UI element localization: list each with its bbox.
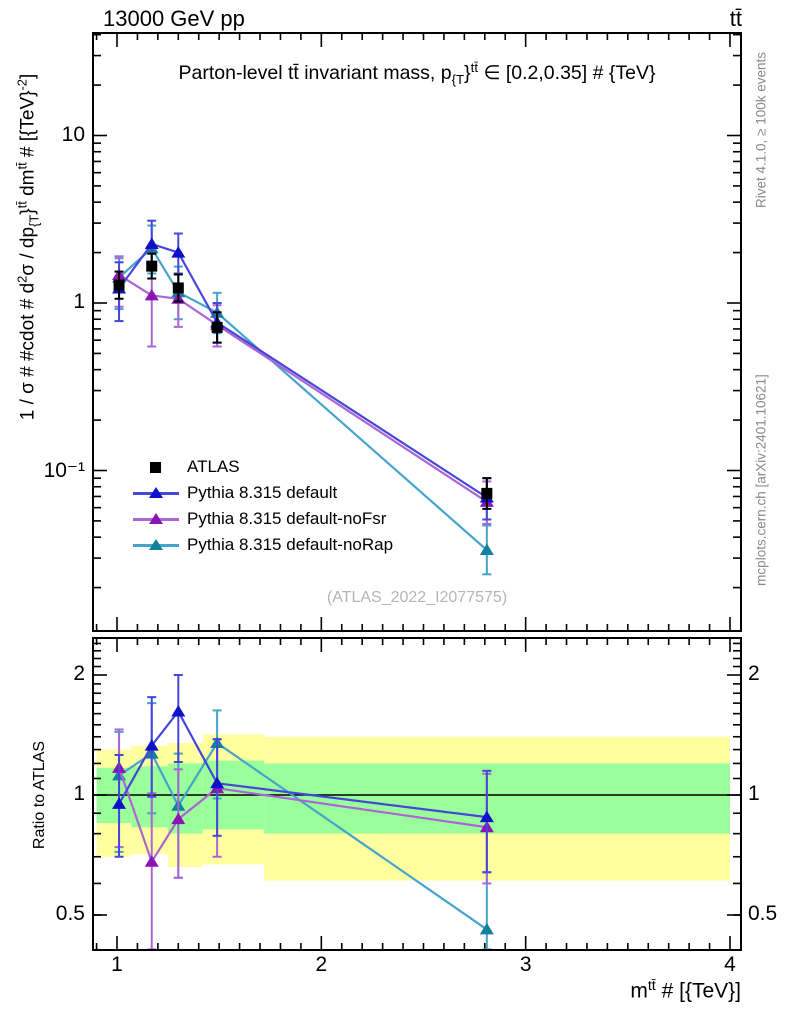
data-point-triangle [112, 797, 127, 809]
data-point-triangle [479, 922, 494, 935]
data-point-triangle [171, 704, 186, 717]
data-point-triangle [479, 543, 494, 556]
legend-label: Pythia 8.315 default [187, 483, 338, 502]
data-point-square [146, 260, 158, 272]
data-point-square [172, 282, 184, 294]
x-tick-label: 3 [519, 953, 532, 976]
y-title-sup: tt̄ [14, 201, 30, 209]
y-title-sup: -2 [14, 79, 30, 91]
y-title-sup: tt̄ [14, 162, 30, 170]
triangle-line-marker-icon [133, 532, 179, 558]
x-title-seg: # [{TeV}] [655, 979, 741, 1003]
uncertainty-bands [96, 734, 730, 881]
y-tick-label-main: 10⁻¹ [43, 458, 85, 482]
y-tick-label-ratio-left: 0.5 [55, 902, 85, 925]
y-title-seg: dm [17, 169, 39, 202]
y-tick-label-ratio-left: 2 [73, 662, 85, 685]
y-title-seg: } [17, 208, 39, 215]
y-tick-label-main: 1 [73, 290, 85, 313]
main-panel-frame [92, 32, 742, 632]
legend-label: Pythia 8.315 default-noRap [187, 535, 394, 554]
x-tick-label: 2 [315, 953, 328, 976]
plot-title-text: Parton-level tt̄ invariant mass, p [178, 62, 452, 85]
y-tick-label-ratio-right: 0.5 [748, 902, 778, 925]
triangle-line-marker-icon [133, 506, 179, 532]
y-title-seg: σ / dp [17, 226, 39, 276]
triangle-line-marker-icon [133, 480, 179, 506]
data-point-triangle [171, 812, 186, 825]
beam-energy-label: 13000 GeV pp [103, 6, 245, 31]
legend-item-atlas: ATLAS [133, 454, 240, 480]
x-title-seg: m [630, 979, 648, 1003]
x-axis-title: mtt̄ # [{TeV}] [630, 978, 741, 1004]
x-title-sup: tt̄ [647, 978, 656, 994]
y-tick-label-ratio-left: 1 [73, 782, 85, 805]
x-tick-label: 4 [724, 953, 736, 976]
legend-item-nofsr: Pythia 8.315 default-noFsr [133, 506, 386, 532]
plot-title-brace: } [464, 62, 471, 85]
plot-title-sup: tt̄ [470, 60, 479, 75]
data-point-square [481, 487, 493, 499]
atlas-square-marker-icon [133, 454, 179, 480]
ratio-series [112, 674, 494, 949]
y-title-sup: 2 [14, 275, 30, 283]
y-title-seg: ] [17, 73, 39, 80]
plot-title-range: ∈ [0.2,0.35] # {TeV} [478, 62, 656, 85]
axis-ticks [93, 33, 741, 950]
mcplots-note: mcplots.cern.ch [arXiv:2401.10621] [753, 374, 769, 586]
ratio-panel-frame [92, 637, 742, 951]
y-tick-label-ratio-right: 1 [748, 782, 760, 805]
data-point-triangle [144, 288, 159, 301]
legend-label: ATLAS [187, 457, 240, 476]
main-series [112, 219, 494, 576]
legend-item-norap: Pythia 8.315 default-noRap [133, 532, 393, 558]
process-label: tt̄ [729, 6, 742, 31]
data-point-triangle [210, 776, 225, 789]
plot-title-sub: {T [451, 71, 465, 87]
rivet-version-note: Rivet 4.1.0, ≥ 100k events [753, 52, 769, 208]
legend-item-default: Pythia 8.315 default [133, 480, 337, 506]
data-point-square [211, 321, 223, 333]
legend-label: Pythia 8.315 default-noFsr [187, 509, 387, 528]
data-point-triangle [479, 810, 494, 823]
analysis-watermark: (ATLAS_2022_I2077575) [326, 589, 508, 606]
y-tick-label-ratio-right: 2 [748, 662, 760, 685]
data-point-square [113, 279, 125, 291]
data-point-triangle [144, 855, 159, 867]
data-point-triangle [171, 246, 186, 258]
x-tick-label: 1 [111, 953, 123, 976]
data-point-triangle [144, 237, 159, 250]
y-tick-label-main: 10 [61, 122, 85, 146]
y-title-sub: {T [26, 214, 42, 227]
data-point-triangle [144, 739, 159, 751]
plot-title: Parton-level tt̄ invariant mass, p{T}tt̄… [93, 60, 741, 87]
